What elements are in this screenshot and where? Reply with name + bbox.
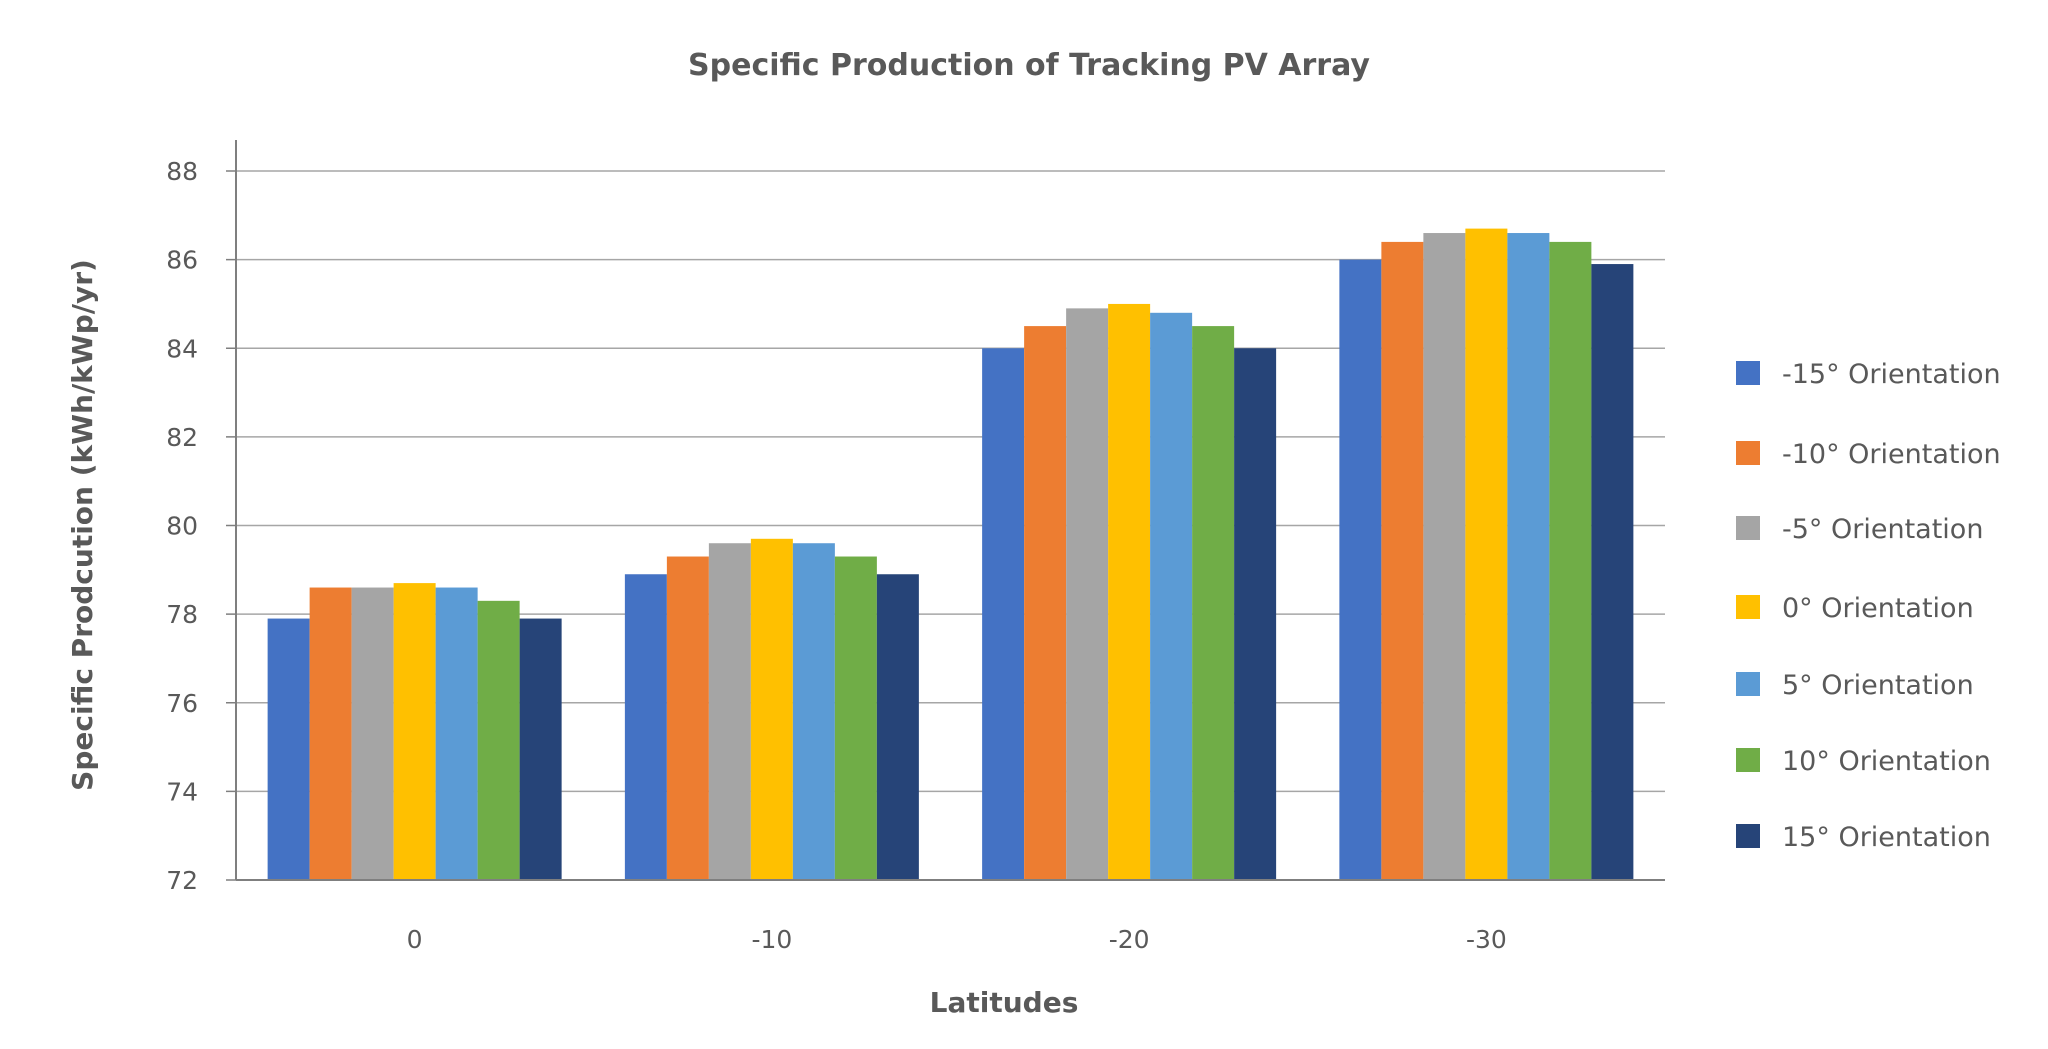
legend-swatch [1736, 516, 1760, 540]
bar [750, 538, 793, 880]
bar [624, 574, 667, 880]
bar [708, 543, 751, 880]
legend-label: -5° Orientation [1782, 514, 1983, 545]
bar [267, 618, 310, 880]
x-axis-label: Latitudes [930, 986, 1079, 1019]
bar [1381, 241, 1424, 880]
legend-label: 10° Orientation [1782, 746, 1991, 777]
bar [1108, 303, 1151, 880]
legend-label: -10° Orientation [1782, 439, 2001, 470]
y-tick-labels: 72 74 76 78 80 82 84 86 88 [166, 157, 198, 895]
bars [267, 228, 1634, 881]
bar [1549, 241, 1592, 880]
x-tick-label: -30 [1466, 925, 1507, 954]
bar [309, 587, 352, 880]
bar [982, 348, 1025, 880]
y-tick-label: 82 [166, 423, 198, 452]
bar [435, 587, 478, 880]
x-tick-label: 0 [407, 925, 423, 954]
bar [834, 556, 877, 880]
legend-swatch [1736, 595, 1760, 619]
legend-swatch [1736, 361, 1760, 385]
bar [351, 587, 394, 880]
y-tick-label: 80 [166, 512, 198, 541]
chart-title: Specific Production of Tracking PV Array [688, 48, 1370, 83]
y-tick-label: 86 [166, 246, 198, 275]
legend-label: 0° Orientation [1782, 593, 1974, 624]
bar [1423, 233, 1466, 881]
bar [1234, 348, 1277, 880]
y-tick-label: 78 [166, 600, 198, 629]
y-axis-label: Specific Prodcution (kWh/kWp/yr) [66, 259, 99, 791]
x-tick-label: -10 [751, 925, 792, 954]
bar [666, 556, 709, 880]
y-tick-label: 76 [166, 689, 198, 718]
bar [1507, 233, 1550, 881]
bar [1024, 326, 1067, 880]
legend: -15° Orientation -10° Orientation -5° Orie… [1736, 359, 2001, 853]
y-tick-label: 88 [166, 157, 198, 186]
bar [1465, 228, 1508, 880]
bar [792, 543, 835, 880]
bar [1150, 312, 1193, 880]
y-tick-label: 74 [166, 777, 198, 806]
legend-label: -15° Orientation [1782, 359, 2001, 390]
bar [477, 600, 520, 880]
legend-label: 5° Orientation [1782, 670, 1974, 701]
legend-swatch [1736, 748, 1760, 772]
legend-swatch [1736, 441, 1760, 465]
bar [1339, 259, 1382, 880]
bar [519, 618, 562, 880]
bar [876, 574, 919, 880]
bar [1066, 308, 1109, 880]
bar [1192, 326, 1235, 880]
legend-swatch [1736, 672, 1760, 696]
x-tick-labels: 0 -10 -20 -30 [407, 925, 1507, 954]
bar [393, 583, 436, 880]
y-tick-label: 72 [166, 866, 198, 895]
y-tick-label: 84 [166, 334, 198, 363]
bar [1591, 264, 1634, 880]
x-tick-label: -20 [1109, 925, 1150, 954]
legend-swatch [1736, 824, 1760, 848]
legend-label: 15° Orientation [1782, 822, 1991, 853]
